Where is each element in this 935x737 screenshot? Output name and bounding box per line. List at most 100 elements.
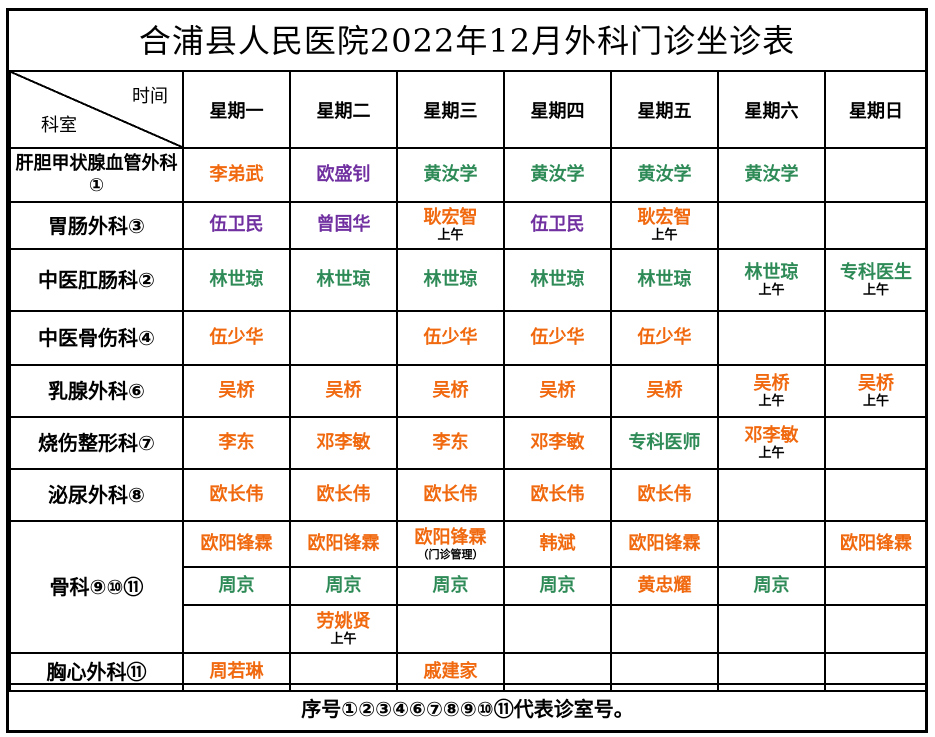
- corner-time-label: 时间: [132, 86, 168, 107]
- corner-header: 时间 科室: [9, 70, 184, 149]
- doctor-cell: 李东: [182, 416, 291, 470]
- day-header: 星期二: [289, 70, 398, 149]
- doctor-name: 欧阳锋霖: [307, 532, 380, 554]
- doctor-cell: 欧盛钊: [289, 147, 398, 203]
- doctor-cell: 专科医生 上午: [824, 248, 928, 312]
- department-row: 泌尿外科⑧ 欧长伟 欧长伟 欧长伟 欧长伟 欧长伟: [9, 468, 928, 522]
- doctor-name: 李弟武: [209, 163, 264, 185]
- empty-cell: [289, 310, 398, 366]
- session-note: 上午: [758, 282, 785, 298]
- doctor-name: 周京: [432, 574, 469, 596]
- department-label: 烧伤整形科⑦: [9, 416, 184, 470]
- session-note: 上午: [758, 393, 785, 409]
- doctor-cell: 周京: [182, 566, 291, 606]
- department-row: 乳腺外科⑥ 吴桥 吴桥 吴桥 吴桥 吴桥 吴桥 上午 吴桥 上午: [9, 364, 928, 418]
- doctor-name: 欧长伟: [530, 483, 585, 505]
- doctor-cell: 黄汝学: [503, 147, 612, 203]
- session-note: 上午: [862, 282, 889, 298]
- doctor-name: 邓李敏: [744, 424, 799, 446]
- doctor-cell: 欧阳锋霖: [182, 520, 291, 568]
- department-row: 劳姚贤 上午: [10, 604, 928, 654]
- doctor-name: 欧盛钊: [316, 163, 371, 185]
- doctor-cell: 伍少华: [503, 310, 612, 366]
- empty-cell: [824, 652, 928, 692]
- department-label: 中医骨伤科④: [9, 310, 184, 366]
- empty-cell: [824, 147, 928, 203]
- doctor-name: 黄汝学: [530, 163, 585, 185]
- doctor-cell: 吴桥: [610, 364, 719, 418]
- doctor-name: 韩斌: [539, 532, 576, 554]
- doctor-cell: 林世琼: [396, 248, 505, 312]
- doctor-name: 林世琼: [744, 261, 799, 283]
- doctor-name: 欧长伟: [637, 483, 692, 505]
- doctor-cell: 邓李敏: [289, 416, 398, 470]
- doctor-cell: 周京: [717, 566, 826, 606]
- doctor-name: 林世琼: [209, 268, 264, 290]
- session-note: 上午: [437, 228, 464, 244]
- doctor-cell: 黄汝学: [717, 147, 826, 203]
- day-header: 星期四: [503, 70, 612, 149]
- doctor-cell: 周若琳: [182, 652, 291, 692]
- doctor-cell: 吴桥: [182, 364, 291, 418]
- doctor-name: 欧阳锋霖: [628, 532, 701, 554]
- empty-cell: [717, 201, 826, 250]
- doctor-cell: 欧阳锋霖: [610, 520, 719, 568]
- department-row: 烧伤整形科⑦ 李东 邓李敏 李东 邓李敏 专科医师 邓李敏 上午: [9, 416, 928, 470]
- doctor-name: 欧阳锋霖: [200, 532, 273, 554]
- day-header: 星期一: [182, 70, 291, 149]
- doctor-cell: 林世琼: [182, 248, 291, 312]
- day-header: 星期三: [396, 70, 505, 149]
- doctor-name: 周京: [539, 574, 576, 596]
- session-note: 上午: [758, 445, 785, 461]
- doctor-name: 欧长伟: [316, 483, 371, 505]
- doctor-name: 欧长伟: [209, 483, 264, 505]
- doctor-cell: 吴桥: [503, 364, 612, 418]
- empty-cell: [824, 201, 928, 250]
- department-row: 骨科⑨⑩⑪ 欧阳锋霖 欧阳锋霖 欧阳锋霖 （门诊管理） 韩斌 欧阳锋霖 欧阳锋霖: [9, 520, 928, 654]
- department-label: 肝胆甲状腺血管外科①: [9, 147, 184, 203]
- empty-cell: [824, 468, 928, 522]
- day-header: 星期五: [610, 70, 719, 149]
- doctor-name: 周京: [325, 574, 362, 596]
- schedule-table: 时间 科室 星期一 星期二 星期三 星期四 星期五 星期六 星期日 肝胆甲状腺血…: [9, 70, 928, 692]
- empty-cell: [289, 652, 398, 692]
- doctor-cell: 吴桥: [289, 364, 398, 418]
- header-row: 时间 科室 星期一 星期二 星期三 星期四 星期五 星期六 星期日: [9, 70, 928, 149]
- department-row: 周京 周京 周京 周京 黄忠耀 周京: [10, 566, 928, 606]
- empty-cell: [717, 652, 826, 692]
- empty-cell: [824, 310, 928, 366]
- doctor-cell: 曾国华: [289, 201, 398, 250]
- empty-cell: [824, 566, 928, 606]
- session-note: 上午: [651, 228, 678, 244]
- doctor-cell: 欧阳锋霖: [289, 520, 398, 568]
- doctor-name: 黄汝学: [744, 163, 799, 185]
- department-label: 胸心外科⑪: [9, 652, 184, 692]
- doctor-name: 戚建家: [423, 660, 478, 682]
- department-row: 胃肠外科③ 伍卫民 曾国华 耿宏智 上午 伍卫民 耿宏智 上午: [9, 201, 928, 250]
- doctor-name: 邓李敏: [530, 431, 585, 453]
- doctor-cell: 欧阳锋霖: [824, 520, 928, 568]
- empty-cell: [396, 604, 505, 654]
- department-row: 中医肛肠科② 林世琼 林世琼 林世琼 林世琼 林世琼 林世琼 上午 专科医生 上午: [9, 248, 928, 312]
- doctor-name: 耿宏智: [637, 207, 692, 229]
- doctor-name: 周京: [753, 574, 790, 596]
- doctor-cell: 欧长伟: [396, 468, 505, 522]
- session-note: 上午: [330, 631, 357, 647]
- doctor-name: 吴桥: [432, 379, 469, 401]
- doctor-cell: 吴桥 上午: [824, 364, 928, 418]
- department-label: 骨科⑨⑩⑪: [9, 520, 184, 654]
- doctor-name: 林世琼: [423, 268, 478, 290]
- doctor-name: 伍卫民: [530, 214, 585, 236]
- doctor-cell: 欧长伟: [610, 468, 719, 522]
- doctor-name: 林世琼: [316, 268, 371, 290]
- doctor-name: 吴桥: [325, 379, 362, 401]
- doctor-name: 伍少华: [423, 326, 478, 348]
- doctor-cell: 专科医师: [610, 416, 719, 470]
- doctor-cell: 伍卫民: [503, 201, 612, 250]
- session-note: 上午: [862, 393, 889, 409]
- doctor-name: 吴桥: [539, 379, 576, 401]
- doctor-cell: 欧阳锋霖 （门诊管理）: [396, 520, 505, 568]
- doctor-cell: 欧长伟: [182, 468, 291, 522]
- doctor-cell: 伍少华: [182, 310, 291, 366]
- doctor-cell: 周京: [503, 566, 612, 606]
